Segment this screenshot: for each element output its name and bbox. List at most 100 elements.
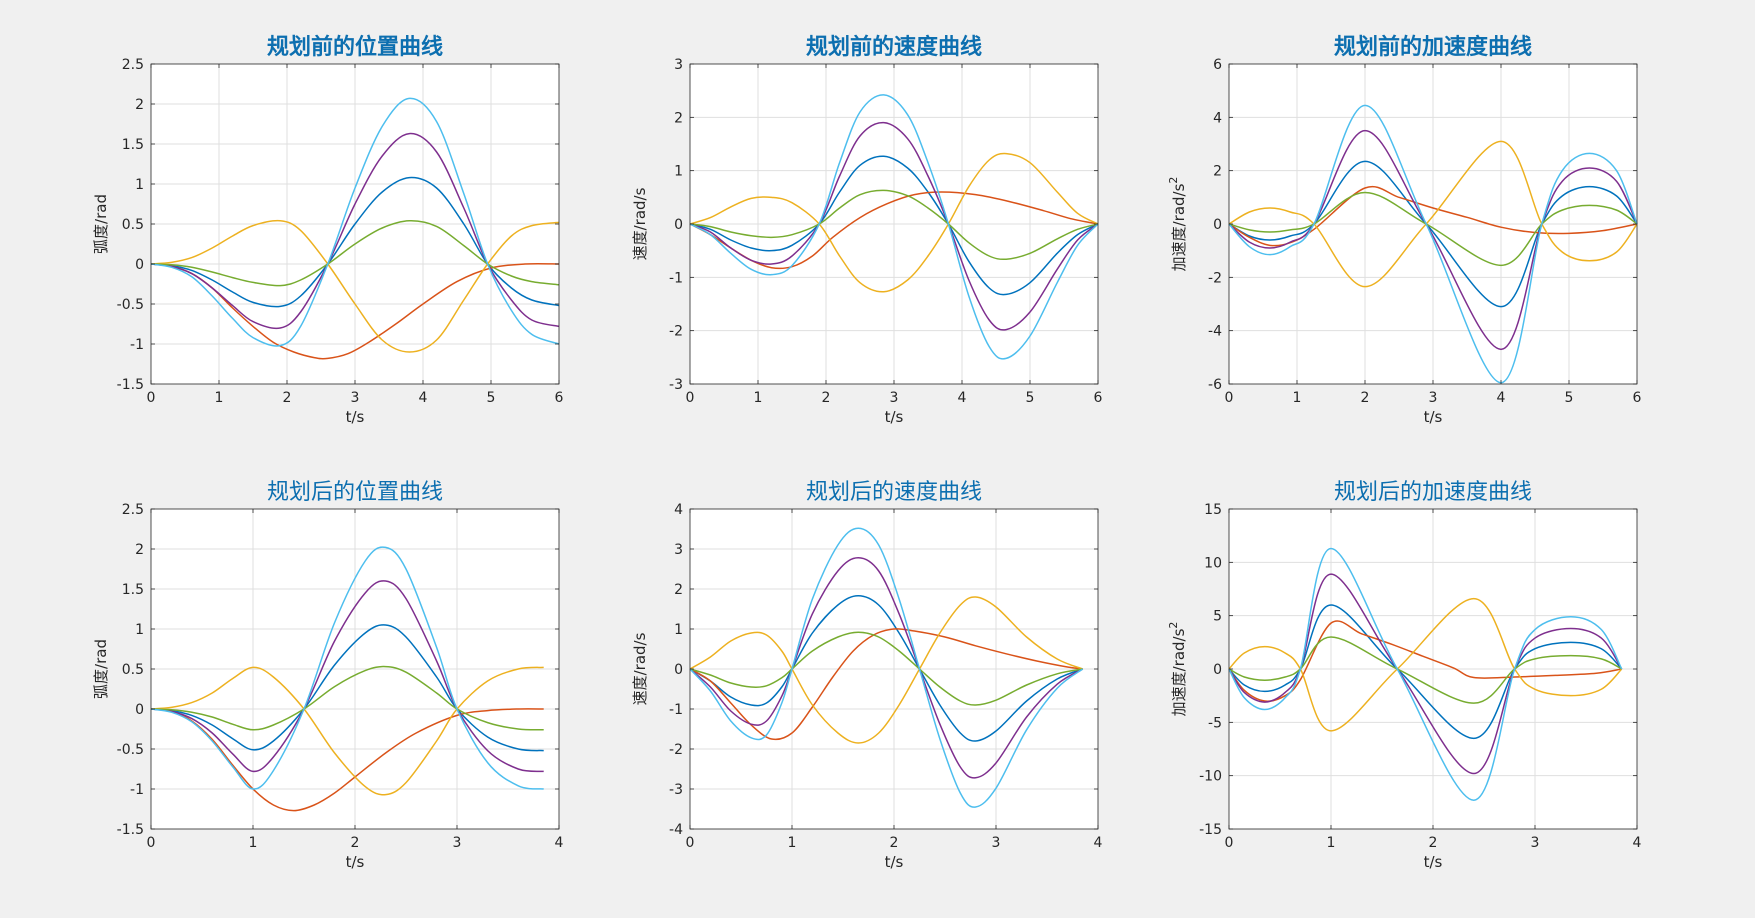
y-tick-label: -1 [669, 270, 683, 286]
series-line-6 [150, 546, 544, 790]
x-axis-label: t/s [885, 853, 904, 871]
y-axis-label: 弧度/rad [92, 194, 110, 254]
x-tick-label: 3 [351, 390, 360, 406]
x-tick-label: 4 [1633, 835, 1642, 851]
chart-title: 规划后的速度曲线 [806, 480, 982, 505]
x-tick-label: 2 [1361, 390, 1370, 406]
x-axis-label: t/s [1424, 853, 1443, 871]
y-tick-label: -1.5 [117, 822, 144, 838]
chart-title: 规划后的加速度曲线 [1334, 480, 1532, 505]
y-tick-label: -10 [1199, 769, 1222, 785]
y-tick-label: 1 [135, 622, 144, 638]
y-tick-label: 6 [1213, 57, 1222, 73]
series-line-1 [689, 595, 1083, 742]
x-tick-label: 1 [1293, 390, 1302, 406]
y-tick-label: 15 [1204, 502, 1222, 518]
series-line-4 [150, 580, 544, 773]
x-tick-label: 6 [1094, 390, 1103, 406]
y-tick-label: -2 [669, 324, 683, 340]
x-axis-label: t/s [346, 853, 365, 871]
x-tick-label: 2 [1429, 835, 1438, 851]
x-axis-label: t/s [346, 408, 365, 426]
y-axis-label: 加速度/rad/s2 [1167, 622, 1188, 717]
series-line-1 [689, 155, 1099, 296]
y-tick-label: 10 [1204, 555, 1222, 571]
x-axis-label: t/s [1424, 408, 1443, 426]
series-line-5 [150, 220, 560, 287]
y-tick-label: 0 [1213, 662, 1222, 678]
y-tick-label: -3 [669, 377, 683, 393]
x-tick-label: 3 [890, 390, 899, 406]
x-tick-label: 1 [215, 390, 224, 406]
series-line-2 [150, 708, 544, 812]
y-axis-label: 加速度/rad/s2 [1167, 177, 1188, 272]
y-tick-label: 0.5 [122, 217, 144, 233]
x-tick-label: 3 [1531, 835, 1540, 851]
y-tick-label: -0.5 [117, 297, 144, 313]
y-tick-label: 1.5 [122, 582, 144, 598]
y-tick-label: 0 [674, 217, 683, 233]
x-tick-label: 5 [1565, 390, 1574, 406]
y-axis-label-superscript: 2 [1167, 177, 1180, 184]
series-line-3 [150, 219, 560, 353]
series-line-3 [689, 152, 1099, 293]
series-line-6 [1228, 104, 1638, 384]
y-tick-label: 1 [674, 622, 683, 638]
series-line-6 [689, 94, 1099, 360]
x-tick-label: 1 [1327, 835, 1336, 851]
x-tick-label: 3 [453, 835, 462, 851]
x-axis-label: t/s [885, 408, 904, 426]
y-tick-label: -0.5 [117, 742, 144, 758]
x-tick-label: 1 [249, 835, 258, 851]
chart-title: 规划前的速度曲线 [806, 34, 982, 60]
series-line-1 [150, 624, 544, 752]
y-tick-label: -5 [1208, 715, 1222, 731]
x-tick-label: 3 [992, 835, 1001, 851]
subplot-6: 0 1 2 3 4 -15 -10 -5 0 5 10 15 规划后的加速度曲线 t/s 加速度/rad/s… [1167, 480, 1642, 871]
x-tick-label: 0 [147, 390, 156, 406]
y-tick-label: 2.5 [122, 57, 144, 73]
x-tick-label: 4 [958, 390, 967, 406]
x-tick-label: 2 [283, 390, 292, 406]
y-tick-label: -1 [130, 337, 144, 353]
x-tick-label: 4 [1497, 390, 1506, 406]
y-tick-label: -2 [1208, 270, 1222, 286]
series-line-4 [689, 557, 1084, 779]
y-tick-label: 4 [1213, 110, 1222, 126]
series-line-5 [689, 189, 1099, 261]
y-axis-label-superscript: 2 [1167, 622, 1180, 629]
y-axis-label: 弧度/rad [92, 639, 110, 699]
x-tick-label: 3 [1429, 390, 1438, 406]
x-tick-label: 5 [487, 390, 496, 406]
subplot-5: 0 1 2 3 4 -4 -3 -2 -1 0 1 2 3 4 规划后的速度曲线 t/s 速度/rad/s [631, 480, 1103, 871]
y-tick-label: 2 [1213, 164, 1222, 180]
x-tick-label: 4 [1094, 835, 1103, 851]
y-tick-label: -4 [1208, 324, 1222, 340]
series-line-5 [150, 665, 544, 731]
x-tick-label: 2 [890, 835, 899, 851]
y-tick-label: 0 [135, 257, 144, 273]
y-tick-label: -1.5 [117, 377, 144, 393]
y-axis-label-text: 加速度/rad/s [1170, 628, 1188, 716]
y-axis-label: 速度/rad/s [631, 632, 649, 705]
x-tick-label: 0 [1225, 835, 1234, 851]
x-tick-label: 0 [686, 390, 695, 406]
y-tick-label: 0 [135, 702, 144, 718]
subplot-4: 0 1 2 3 4 -1.5 -1 -0.5 0 0.5 1 1.5 2 2.5 规划后的位置曲线 t/s 弧度… [92, 480, 564, 871]
y-tick-label: 2 [674, 110, 683, 126]
x-tick-label: 5 [1026, 390, 1035, 406]
y-tick-label: -1 [130, 782, 144, 798]
y-tick-label: 5 [1213, 609, 1222, 625]
x-tick-label: 0 [1225, 390, 1234, 406]
y-axis-label-text: 加速度/rad/s [1170, 183, 1188, 271]
y-tick-label: 2.5 [122, 502, 144, 518]
y-tick-label: 1.5 [122, 137, 144, 153]
x-tick-label: 6 [1633, 390, 1642, 406]
series-line-4 [689, 121, 1099, 331]
y-tick-label: 3 [674, 542, 683, 558]
y-tick-label: -1 [669, 702, 683, 718]
x-tick-label: 0 [686, 835, 695, 851]
y-axis-label-text: 弧度/rad [92, 194, 110, 254]
